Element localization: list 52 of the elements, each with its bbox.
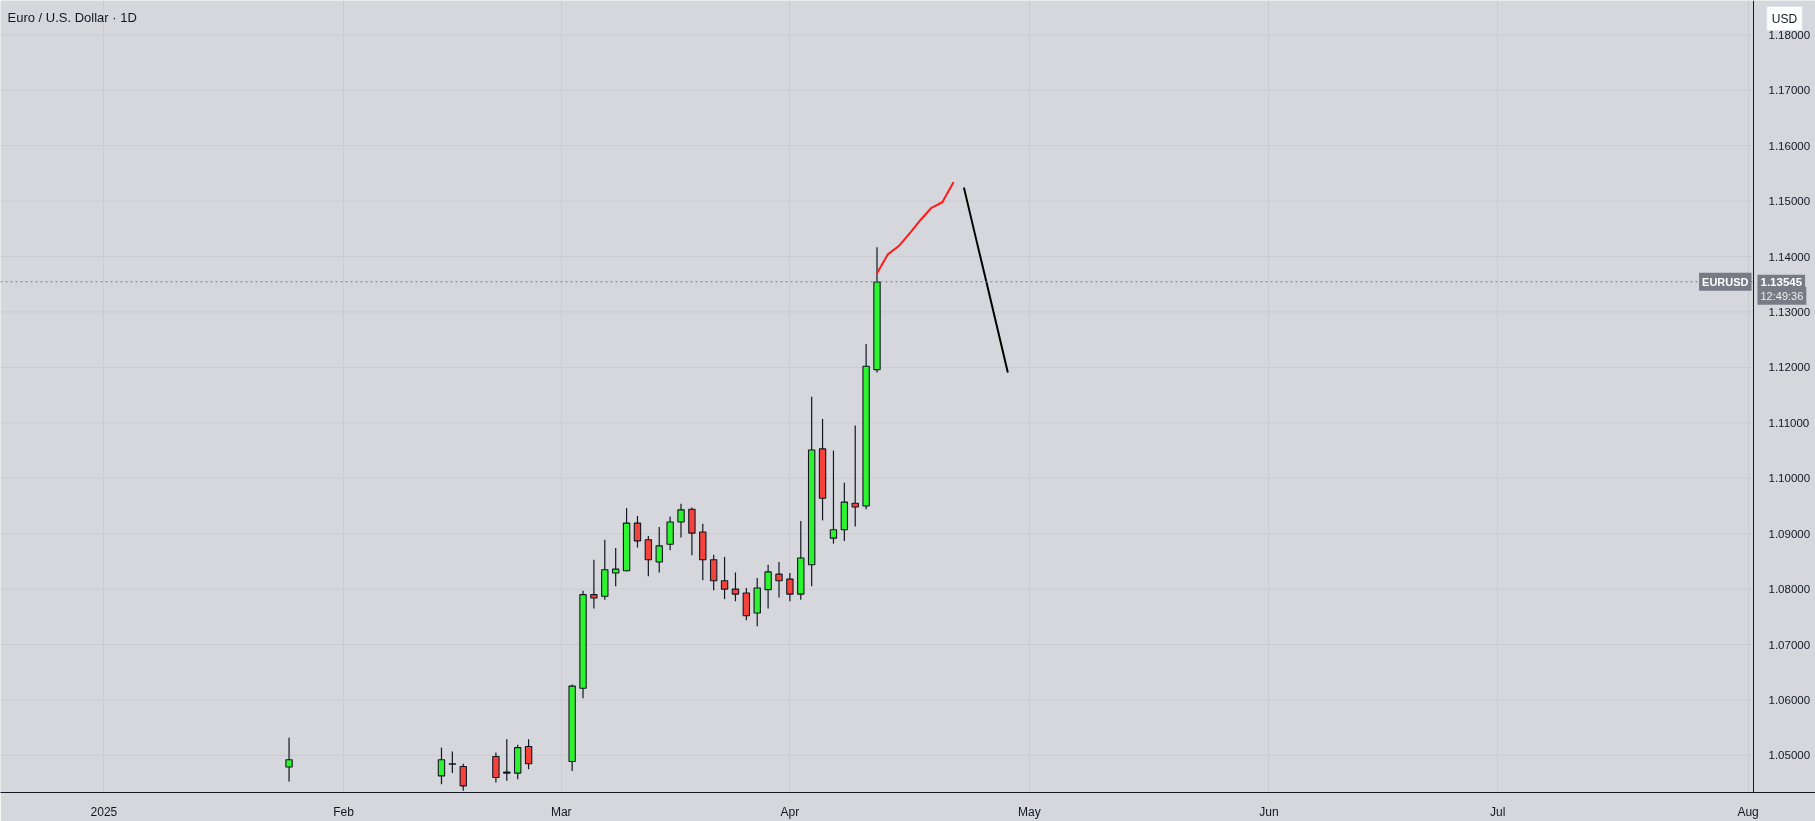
y-tick-label: 1.14000 [1768,250,1811,263]
y-tick-label: 1.12000 [1768,361,1811,374]
candlestick [688,507,696,556]
candlestick [829,449,838,545]
y-tick-label: 1.06000 [1768,693,1811,706]
candlestick [524,738,533,770]
x-tick-label: 2025 [90,804,118,819]
y-tick-label: 1.08000 [1768,583,1811,596]
ref-line-label: EURUSD [1702,275,1749,288]
x-tick-label: Mar [550,804,572,819]
candlestick [492,752,500,784]
y-tick-label: 1.18000 [1768,28,1811,41]
y-tick-label: 1.07000 [1768,638,1811,651]
x-tick-label: Jul [1489,804,1506,819]
x-tick-label: Feb [333,804,355,819]
text: Euro / U.S. Dollar · 1D [7,9,137,25]
candlestick [590,559,598,610]
y-tick-label: 1.09000 [1768,527,1811,540]
text: 1.13545 [1760,275,1803,288]
candlestick [437,747,446,785]
line-series [963,187,1009,373]
candlestick [448,750,457,774]
x-tick-label: Aug [1737,804,1759,819]
candlestick [786,572,794,602]
candlestick [655,526,663,574]
x-tick-label: Apr [780,804,800,819]
x-tick-label: Jun [1259,804,1279,819]
y-tick-label: 1.16000 [1768,139,1811,152]
y-tick-label: 1.15000 [1768,195,1811,208]
y-tick-label: 1.13000 [1768,305,1811,318]
candlestick [677,503,685,539]
x-tick-label: May [1018,804,1041,819]
candlestick [644,535,653,577]
candlestick [742,587,751,621]
candlestick [285,737,293,783]
candlestick [503,738,511,782]
candlestick [851,425,859,528]
candlestick [666,515,674,551]
candlestick [633,515,642,549]
y-axis-title: USD [1771,11,1798,26]
y-tick-label: 1.05000 [1768,749,1811,762]
candlestick [720,556,729,600]
candlestick [731,571,740,602]
candlestick [709,554,718,591]
candlestick [764,564,772,610]
candlestick [775,561,783,599]
y-tick-label: 1.11000 [1768,416,1810,429]
y-tick-label: 1.10000 [1768,472,1811,485]
line-series [876,181,955,275]
text: 12:49:36 [1760,289,1804,302]
y-tick-label: 1.17000 [1768,84,1811,97]
candlestick [611,547,620,587]
